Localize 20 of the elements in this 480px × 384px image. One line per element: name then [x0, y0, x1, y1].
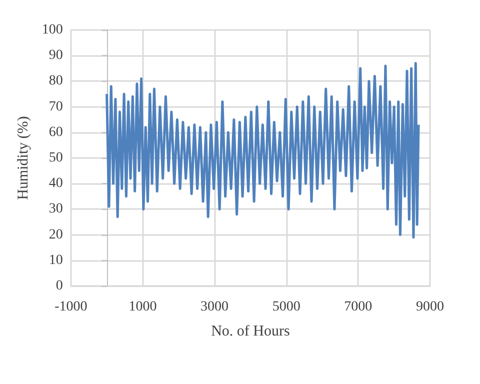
- y-tick-label: 30: [48, 202, 63, 217]
- y-tick-label: 100: [42, 22, 63, 38]
- y-tick-label: 0: [56, 278, 63, 294]
- y-tick-label: 90: [48, 48, 63, 64]
- y-tick-label: 70: [48, 99, 63, 114]
- y-tick-label: 40: [48, 176, 63, 192]
- x-tick-label: 7000: [344, 300, 372, 314]
- x-tick-label: -1000: [54, 300, 88, 314]
- x-tick-label: 9000: [416, 300, 444, 314]
- x-tick-label: 1000: [128, 300, 157, 314]
- y-tick-label: 60: [48, 124, 63, 140]
- y-axis-title: Humidity (%): [16, 116, 32, 200]
- y-tick-label: 20: [48, 227, 63, 242]
- y-tick-label: 50: [48, 150, 63, 166]
- y-tick-label: 80: [48, 74, 63, 89]
- line-series: [106, 62, 420, 239]
- x-tick-label: 3000: [200, 300, 229, 314]
- y-tick-label: 10: [48, 252, 63, 268]
- x-tick-label: 5000: [272, 300, 300, 314]
- x-axis-title: No. of Hours: [211, 324, 290, 340]
